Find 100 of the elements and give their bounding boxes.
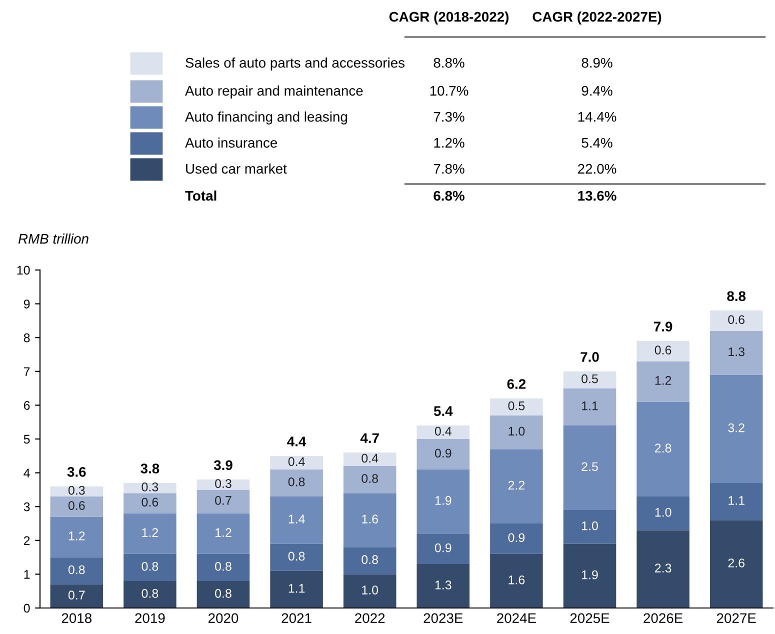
text: 22.0% <box>578 164 616 174</box>
data-label: 0.5 <box>508 401 525 410</box>
data-label: 1.9 <box>435 496 452 505</box>
bar <box>490 415 543 450</box>
data-label: 0.3 <box>68 486 85 495</box>
bar <box>710 374 763 483</box>
bar <box>490 398 543 416</box>
data-label: 1.2 <box>655 376 672 385</box>
total-label: 3.9 <box>214 460 232 470</box>
bar <box>270 570 323 608</box>
x-tick-label: 2018 <box>62 613 92 624</box>
x-tick-label: 2022 <box>355 613 385 624</box>
data-label: 0.9 <box>434 448 452 458</box>
data-label: 0.8 <box>362 474 378 483</box>
bar <box>563 510 616 544</box>
text: 1.2% <box>434 138 464 148</box>
bar <box>490 524 543 554</box>
y-tick-label: 4 <box>24 468 30 478</box>
x-tick-label: 2019 <box>135 613 165 624</box>
total-label: 8.8 <box>727 291 746 302</box>
bar <box>416 425 470 439</box>
bar <box>270 456 323 470</box>
data-label: 2.6 <box>728 558 744 568</box>
y-tick-label: 7 <box>24 367 30 376</box>
data-label: 1.3 <box>435 580 452 590</box>
bar <box>196 554 250 581</box>
bar <box>710 310 763 331</box>
data-label: 1.0 <box>508 426 525 436</box>
bar <box>124 513 176 554</box>
data-label: 0.8 <box>142 588 158 598</box>
legend-label: Used car market <box>186 164 287 174</box>
data-label: 1.1 <box>288 584 305 593</box>
bar <box>270 544 323 571</box>
data-label: 1.2 <box>68 532 85 540</box>
data-label: 0.6 <box>654 346 672 354</box>
x-tick-label: 2026E <box>644 613 683 624</box>
data-label: 1.0 <box>655 508 672 517</box>
legend-label: Auto repair and maintenance <box>185 86 363 98</box>
x-tick-label: 2025E <box>570 613 610 624</box>
bar <box>416 469 470 534</box>
data-label: 1.1 <box>582 402 598 410</box>
bar <box>636 402 690 496</box>
bar <box>124 580 176 608</box>
bar <box>343 547 396 574</box>
y-axis-title: RMB trillion <box>18 234 88 244</box>
bar <box>343 452 396 466</box>
data-label: 0.8 <box>215 562 232 571</box>
y-tick-label: 9 <box>24 300 30 308</box>
data-label: 1.0 <box>582 521 598 530</box>
data-label: 0.7 <box>68 590 85 600</box>
data-label: 2.8 <box>654 444 672 452</box>
bar <box>50 496 104 517</box>
y-tick-label: 5 <box>24 434 30 444</box>
bar <box>50 486 104 496</box>
data-label: 0.8 <box>288 552 305 561</box>
bar <box>343 466 396 494</box>
data-label: 1.3 <box>728 347 744 356</box>
bar <box>710 482 763 520</box>
bar <box>636 340 690 362</box>
total-label: 7.9 <box>654 322 672 332</box>
data-label: 1.0 <box>362 586 378 594</box>
text: CAGR (2022-2027E) <box>532 12 662 24</box>
text: 13.6% <box>578 190 616 201</box>
data-label: 1.9 <box>582 570 598 580</box>
x-tick-label: 2020 <box>208 613 238 624</box>
bar <box>196 513 250 554</box>
y-tick-label: 0 <box>24 604 30 613</box>
data-label: 1.6 <box>362 514 378 524</box>
bar <box>50 516 104 558</box>
total-label: 3.8 <box>140 464 160 474</box>
text: 9.4% <box>582 86 612 96</box>
data-label: 2.3 <box>654 564 672 572</box>
total-label: 6.2 <box>507 379 526 389</box>
data-label: 1.1 <box>728 496 744 505</box>
data-label: 0.8 <box>362 555 378 564</box>
y-tick-label: 6 <box>24 401 30 410</box>
data-label: 0.4 <box>434 426 452 436</box>
total-label: 7.0 <box>580 352 599 362</box>
bar <box>416 564 470 608</box>
total-label: 3.6 <box>67 466 86 477</box>
bar <box>196 490 250 514</box>
x-tick-label: 2021 <box>282 613 312 624</box>
x-tick-label: 2023E <box>424 613 463 624</box>
bar <box>196 480 250 490</box>
data-label: 0.6 <box>68 501 85 510</box>
bar <box>343 574 396 608</box>
bar <box>124 554 176 581</box>
total-label: 4.7 <box>360 433 379 443</box>
y-tick-label: 3 <box>24 502 30 512</box>
text: 8.8% <box>434 58 464 68</box>
text: 10.7% <box>430 86 468 96</box>
data-label: 1.2 <box>216 528 232 537</box>
y-tick-label: 8 <box>24 333 30 342</box>
bar <box>50 584 104 608</box>
bar <box>636 496 690 530</box>
data-label: 0.6 <box>728 315 744 324</box>
data-label: 0.8 <box>68 565 85 574</box>
data-label: 0.4 <box>288 457 305 466</box>
data-label: 0.5 <box>582 374 598 384</box>
data-label: 0.8 <box>288 477 305 486</box>
